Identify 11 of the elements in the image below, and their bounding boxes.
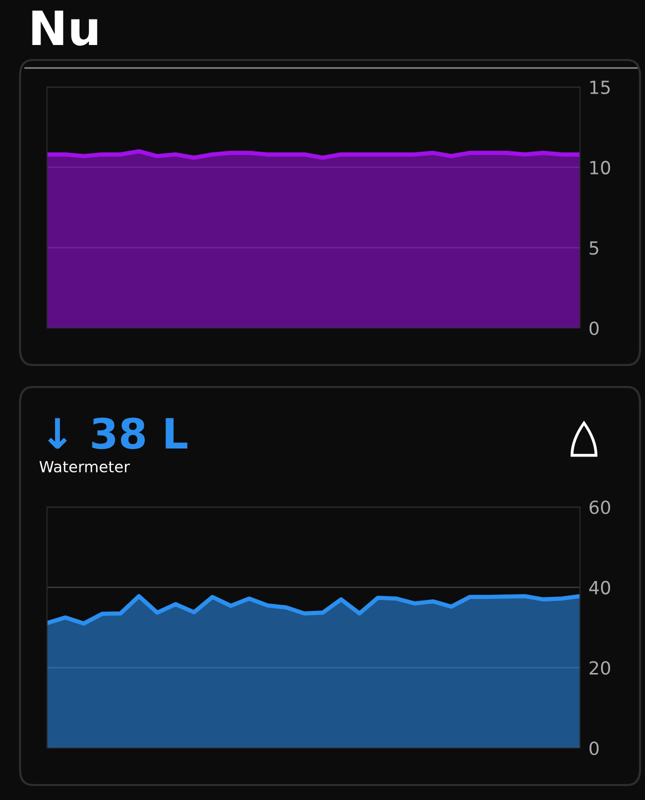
chart-title: ↓ 38 L xyxy=(48,418,188,450)
y-tick-label: 15 xyxy=(590,80,610,94)
y-tick-label: 60 xyxy=(590,500,610,514)
y-tick-label: 20 xyxy=(590,661,610,675)
y-tick-label: 5 xyxy=(590,241,598,255)
chart-title: Nu xyxy=(32,10,98,46)
y-tick-label: 0 xyxy=(590,741,599,756)
y-tick-label: 40 xyxy=(589,580,610,594)
y-tick-label: 10 xyxy=(590,160,610,174)
y-tick-label: 0 xyxy=(590,321,599,336)
chart-subtitle: Watermeter xyxy=(40,461,130,472)
